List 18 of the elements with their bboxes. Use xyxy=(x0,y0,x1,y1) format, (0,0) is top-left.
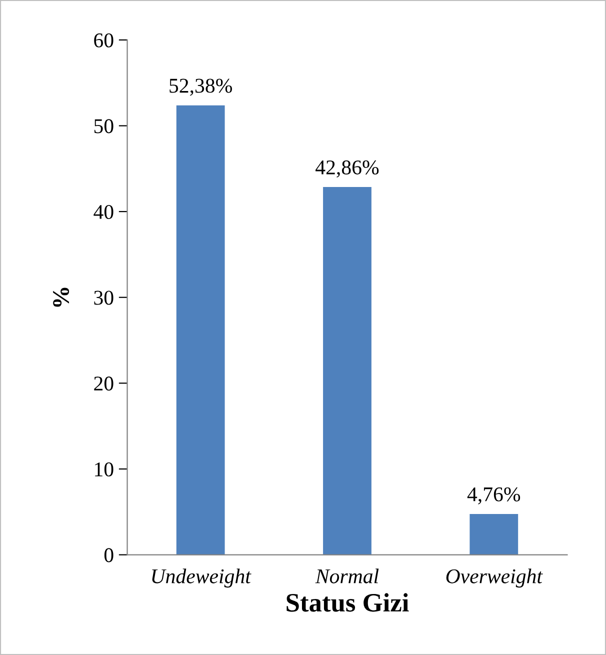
x-axis-title: Status Gizi xyxy=(286,593,409,612)
data-label: 42,86% xyxy=(316,160,379,178)
y-tick-label: 50 xyxy=(94,119,114,134)
x-tick-label: Normal xyxy=(315,568,379,584)
data-label: 52,38% xyxy=(170,78,232,96)
x-tick-label: Undeweight xyxy=(152,568,252,588)
y-tick-label: 40 xyxy=(94,204,114,219)
y-tick-label: 30 xyxy=(94,290,114,305)
y-tick-label: 60 xyxy=(94,33,114,48)
y-tick-label: 20 xyxy=(94,376,114,391)
y-tick-label: 10 xyxy=(95,462,114,476)
data-label: 4,76% xyxy=(467,487,520,504)
bar xyxy=(323,187,372,555)
x-tick-label: Overweight xyxy=(446,568,543,588)
y-tick-label: 0 xyxy=(104,548,114,562)
bar xyxy=(470,514,518,555)
y-axis-title: % xyxy=(53,288,70,307)
bar xyxy=(176,105,225,555)
